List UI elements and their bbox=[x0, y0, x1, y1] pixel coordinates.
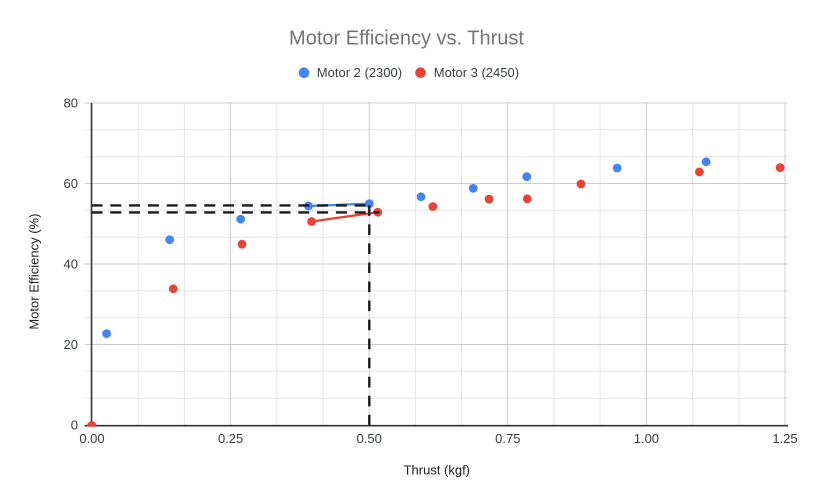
svg-text:Motor 2 (2300): Motor 2 (2300) bbox=[317, 65, 402, 80]
svg-text:20: 20 bbox=[64, 337, 78, 352]
svg-text:0.75: 0.75 bbox=[495, 431, 520, 446]
svg-text:Motor Efficiency vs. Thrust: Motor Efficiency vs. Thrust bbox=[289, 27, 524, 49]
svg-text:Motor Efficiency (%): Motor Efficiency (%) bbox=[27, 214, 42, 330]
svg-text:Thrust (kgf): Thrust (kgf) bbox=[404, 463, 470, 478]
svg-text:0: 0 bbox=[71, 418, 78, 433]
svg-text:0.00: 0.00 bbox=[79, 431, 104, 446]
svg-text:0.50: 0.50 bbox=[357, 431, 382, 446]
svg-text:40: 40 bbox=[64, 257, 78, 272]
svg-text:0.25: 0.25 bbox=[218, 431, 243, 446]
svg-text:60: 60 bbox=[64, 176, 78, 191]
svg-text:Motor 3 (2450): Motor 3 (2450) bbox=[434, 65, 519, 80]
svg-text:80: 80 bbox=[64, 96, 78, 111]
svg-text:1.00: 1.00 bbox=[634, 431, 659, 446]
svg-text:1.25: 1.25 bbox=[772, 431, 797, 446]
